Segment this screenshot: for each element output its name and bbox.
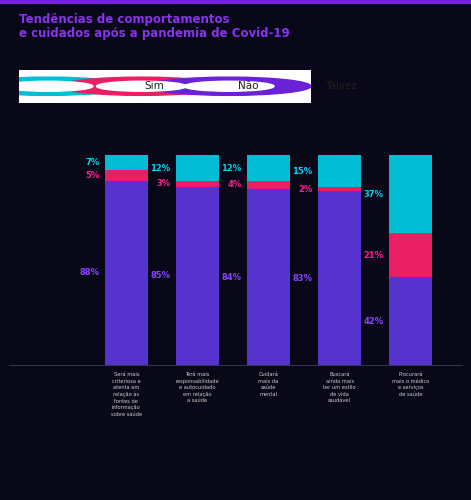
Circle shape (3, 81, 93, 92)
Text: Terá mais
responsabilidade
e autocuidado
em relação
a saúde: Terá mais responsabilidade e autocuidado… (176, 372, 219, 403)
Bar (318, 156, 361, 187)
Text: 7%: 7% (85, 158, 99, 168)
Text: 83%: 83% (292, 274, 313, 282)
Bar (247, 156, 290, 180)
Bar (318, 191, 361, 365)
Text: Cuidará
mais da
saúde
mental: Cuidará mais da saúde mental (259, 372, 278, 396)
Bar (390, 156, 432, 233)
Text: Talvez: Talvez (325, 81, 357, 91)
Text: 37%: 37% (364, 190, 384, 198)
FancyBboxPatch shape (0, 68, 334, 105)
Bar (105, 170, 147, 180)
Text: 15%: 15% (292, 166, 313, 175)
Text: 21%: 21% (364, 250, 384, 260)
Text: 2%: 2% (298, 184, 313, 194)
Circle shape (147, 77, 311, 96)
Bar (247, 180, 290, 189)
Text: 5%: 5% (85, 171, 99, 180)
Circle shape (0, 77, 130, 96)
Bar (176, 187, 219, 365)
Text: 84%: 84% (221, 272, 242, 281)
Bar (176, 180, 219, 187)
Text: e cuidados após a pandemia de Covid-19: e cuidados após a pandemia de Covid-19 (19, 28, 290, 40)
Circle shape (184, 81, 274, 92)
Bar (105, 180, 147, 365)
Text: Buscará
ainda mais
ter um estilo
de vida
saudável: Buscará ainda mais ter um estilo de vida… (323, 372, 356, 403)
Bar (390, 233, 432, 277)
Text: 85%: 85% (150, 272, 171, 280)
Bar (247, 189, 290, 365)
Bar (390, 277, 432, 365)
Bar (318, 187, 361, 191)
Text: Procurará
mais o médico
e serviços
de saúde: Procurará mais o médico e serviços de sa… (392, 372, 430, 396)
Text: 3%: 3% (156, 180, 171, 188)
Circle shape (60, 77, 223, 96)
Text: 88%: 88% (80, 268, 99, 278)
Text: 12%: 12% (150, 164, 171, 172)
Text: 4%: 4% (227, 180, 242, 190)
Text: 12%: 12% (221, 164, 242, 172)
Text: 42%: 42% (364, 316, 384, 326)
Bar (105, 156, 147, 170)
Text: Não: Não (238, 81, 259, 91)
Circle shape (97, 81, 187, 92)
Text: Tendências de comportamentos: Tendências de comportamentos (19, 12, 229, 26)
Text: Sim: Sim (145, 81, 164, 91)
Text: Será mais
criteriosa e
atenta em
relação às
fontes de
informação
sobre saúde: Será mais criteriosa e atenta em relação… (111, 372, 142, 416)
Bar (176, 156, 219, 180)
